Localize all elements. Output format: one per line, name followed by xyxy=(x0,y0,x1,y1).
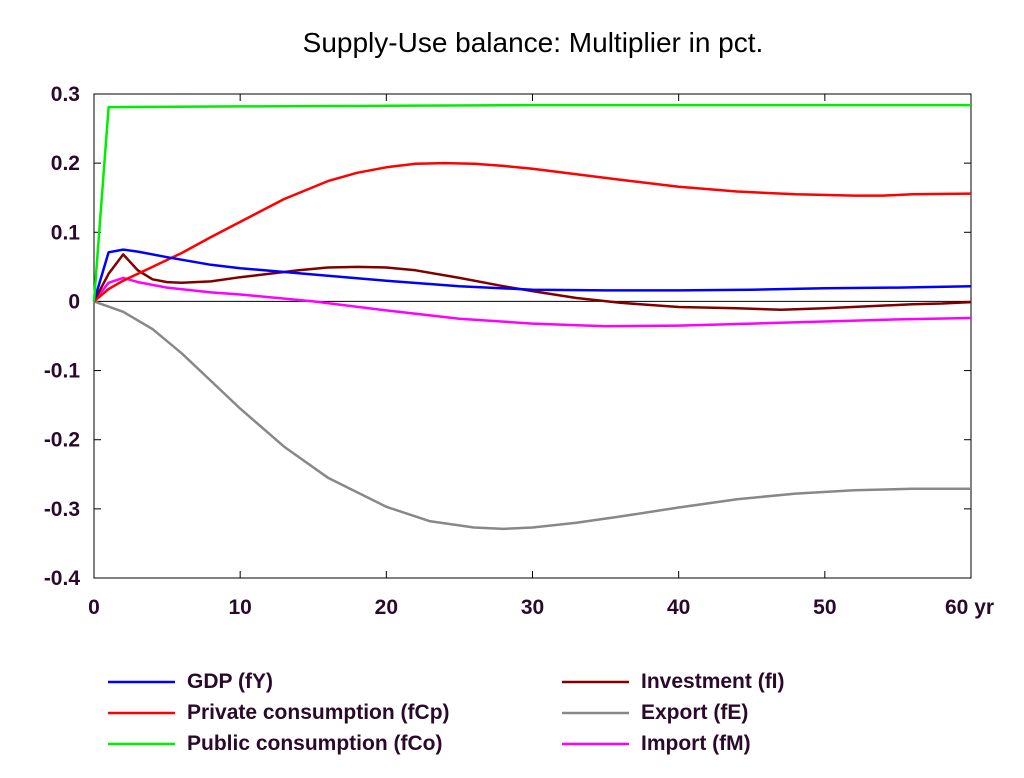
axis-ticks xyxy=(93,93,972,579)
x-tick-label: 10 xyxy=(228,596,251,619)
series-lines xyxy=(92,103,972,531)
y-tick-label: -0.2 xyxy=(44,429,80,452)
series-line-investment-fi xyxy=(92,253,972,311)
legend-item: Private consumption (fCp) xyxy=(108,701,450,724)
x-tick-label: 30 xyxy=(521,596,544,619)
legend-label: Investment (fI) xyxy=(641,670,785,693)
legend-item: Investment (fI) xyxy=(562,670,785,693)
y-tick-label: 0 xyxy=(68,290,80,313)
series-line-public-consumption-fco xyxy=(92,103,971,302)
x-tick-label: 60 yr xyxy=(945,596,994,619)
legend-label: Import (fM) xyxy=(641,732,751,755)
x-tick-label: 40 xyxy=(667,596,690,619)
y-tick-label: -0.4 xyxy=(44,567,81,590)
legend-label: Public consumption (fCo) xyxy=(187,732,442,755)
legend: GDP (fY) Private consumption (fCp) Public … xyxy=(108,670,785,755)
y-tick-label: 0.2 xyxy=(51,152,80,175)
legend-item: Export (fE) xyxy=(562,701,748,724)
series-line-gdp-fy xyxy=(92,248,972,302)
y-tick-label: 0.3 xyxy=(51,83,80,106)
y-tick-label: -0.1 xyxy=(44,360,81,383)
chart-title: Supply-Use balance: Multiplier in pct. xyxy=(303,27,764,58)
legend-item: GDP (fY) xyxy=(108,670,273,693)
y-tick-label: 0.1 xyxy=(51,221,81,244)
legend-item: Public consumption (fCo) xyxy=(108,732,442,755)
legend-label: GDP (fY) xyxy=(187,670,273,693)
plot-frame xyxy=(93,93,972,579)
legend-item: Import (fM) xyxy=(562,732,751,755)
x-tick-label: 50 xyxy=(813,596,836,619)
x-tick-label: 20 xyxy=(375,596,398,619)
series-line-export-fe xyxy=(93,300,971,531)
y-axis-tick-labels: 0.3 0.2 0.1 0 -0.1 -0.2 -0.3 -0.4 xyxy=(44,83,81,590)
x-tick-label: 0 xyxy=(88,596,100,619)
series-line-private-consumption-fcp xyxy=(93,161,972,303)
x-axis-tick-labels: 0 10 20 30 40 50 60 yr xyxy=(88,596,994,619)
series-line-import-fm xyxy=(93,276,972,328)
legend-label: Private consumption (fCp) xyxy=(187,701,450,724)
y-tick-label: -0.3 xyxy=(44,498,80,521)
legend-label: Export (fE) xyxy=(641,701,748,724)
